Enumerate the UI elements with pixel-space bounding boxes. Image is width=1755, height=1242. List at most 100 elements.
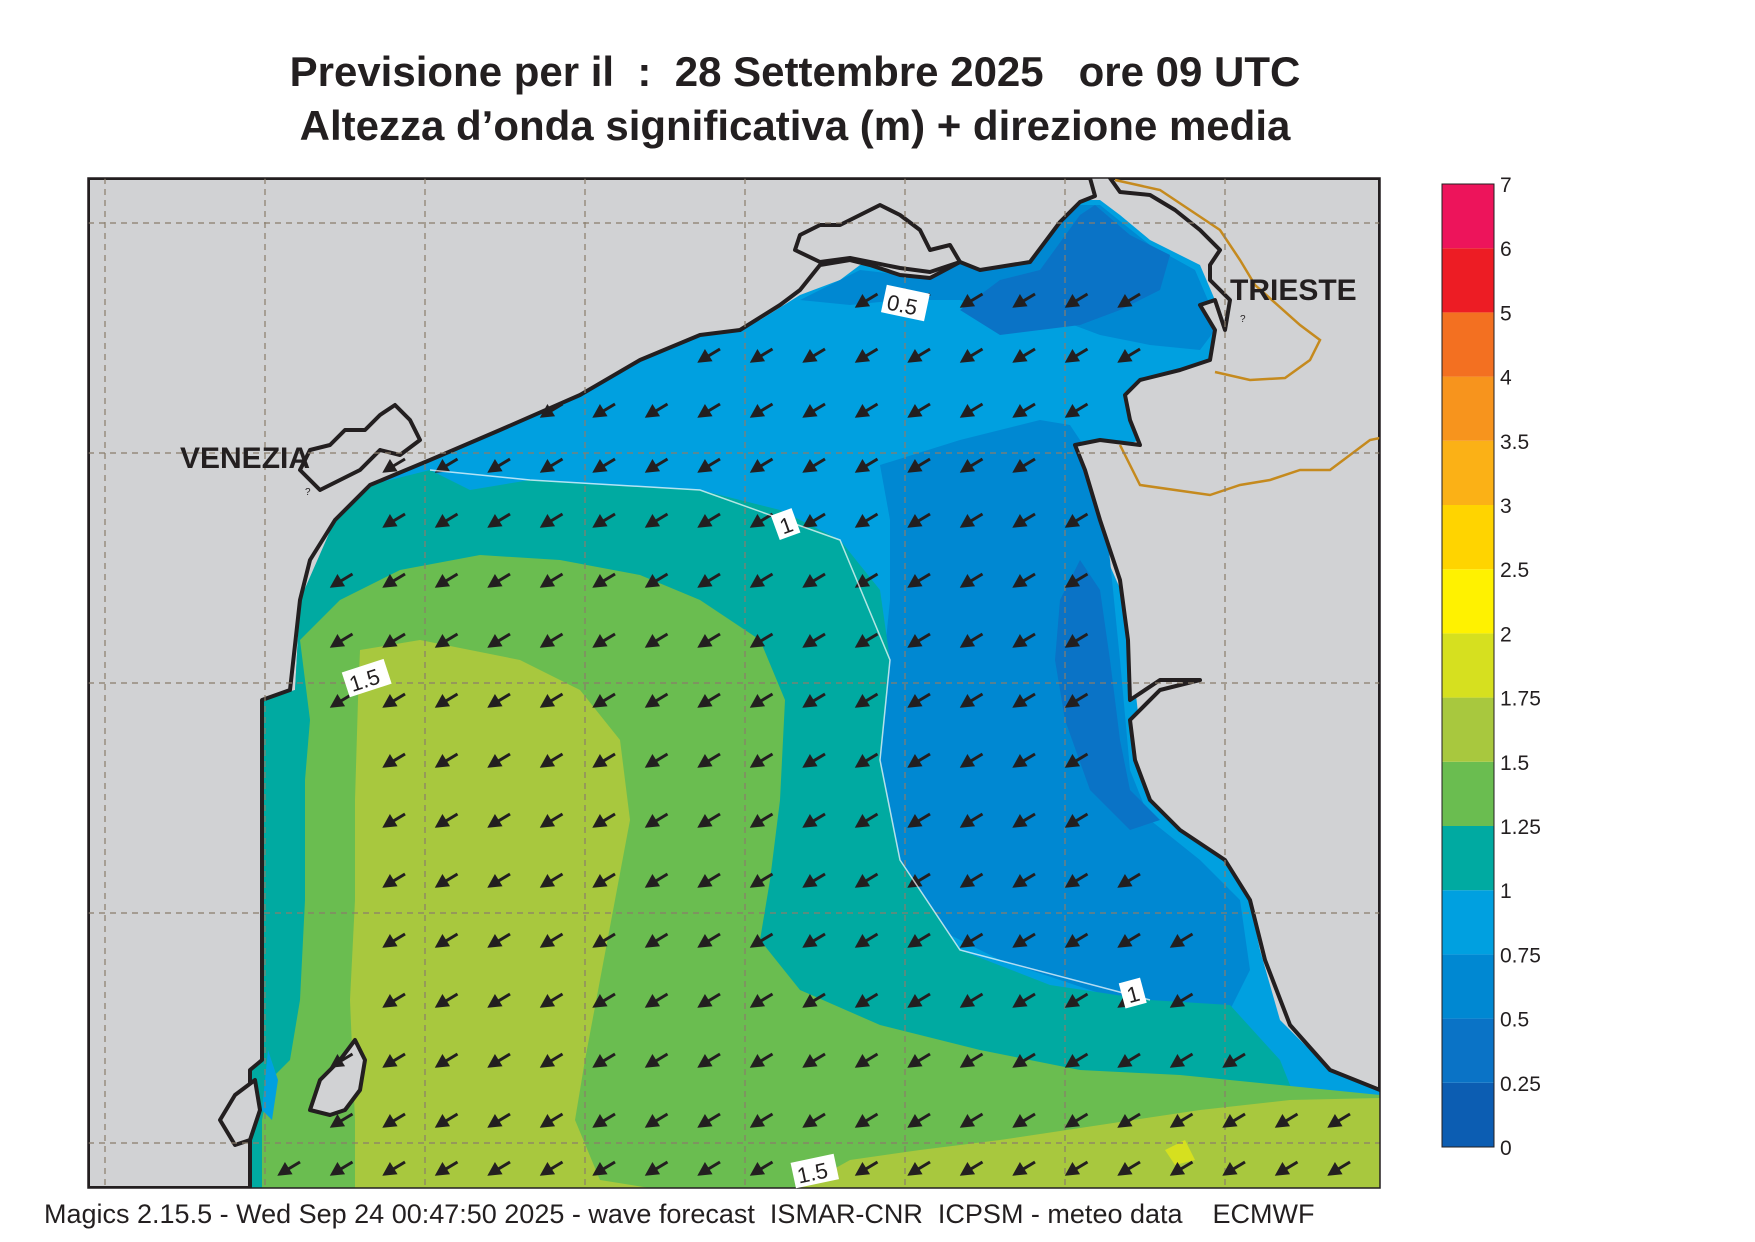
wave-direction-arrowhead (644, 754, 661, 768)
wave-direction-arrowhead (802, 634, 818, 648)
contour-label-1.5-west: 1.5 (341, 658, 392, 698)
wave-direction-arrowhead (382, 694, 398, 708)
wave-direction-arrowhead (749, 694, 766, 708)
wave-direction-arrowhead (697, 459, 713, 473)
map-frame (87, 177, 1381, 1189)
legend-swatch (1442, 569, 1494, 634)
wave-direction-arrowhead (959, 1114, 976, 1128)
wave-direction-arrowhead (382, 994, 398, 1008)
wave-direction-arrowhead (539, 404, 556, 418)
wave-direction-arrowhead (434, 814, 451, 828)
wave-direction-arrowhead (854, 634, 871, 648)
wave-direction-arrowhead (592, 459, 608, 473)
wave-direction-arrowhead (1012, 634, 1028, 648)
wave-direction-arrowhead (802, 1054, 818, 1068)
forecast-title: Previsione per il : 28 Settembre 2025 or… (289, 48, 1301, 95)
wave-direction-arrowhead (539, 814, 556, 828)
wave-direction-arrowhead (644, 514, 661, 528)
wave-direction-arrowhead (592, 754, 608, 768)
wave-direction-arrowhead (487, 934, 503, 948)
sea-zone-0.25-0.5 (1055, 560, 1160, 830)
wave-direction-arrowhead (1012, 1162, 1028, 1176)
wave-direction-arrowhead (539, 994, 556, 1008)
wave-direction-arrowhead (802, 404, 818, 418)
legend-label: 3 (1500, 495, 1512, 518)
wave-direction-arrowhead (329, 1162, 346, 1176)
wave-direction-arrowhead (1012, 814, 1028, 828)
wave-direction-arrowhead (854, 1054, 871, 1068)
wave-direction-arrowhead (434, 934, 451, 948)
wave-direction-arrowhead (802, 349, 818, 363)
legend-swatch (1442, 1018, 1494, 1083)
wave-direction-arrowhead (592, 694, 608, 708)
wave-direction-arrowhead (802, 874, 818, 888)
wave-direction-arrowhead (329, 634, 346, 648)
wave-direction-arrowhead (749, 1162, 766, 1176)
wave-direction-arrowhead (644, 694, 661, 708)
legend-swatch (1442, 184, 1494, 249)
wave-direction-arrowhead (802, 574, 818, 588)
wave-direction-arrowhead (1222, 1054, 1238, 1068)
wave-direction-arrowhead (1117, 1054, 1133, 1068)
wave-direction-arrowhead (802, 1114, 818, 1128)
legend-label: 1.75 (1500, 688, 1541, 711)
wave-direction-arrowhead (592, 1054, 608, 1068)
wave-direction-arrowhead (1169, 1114, 1186, 1128)
legend-frame (1441, 183, 1495, 1148)
wave-direction-arrowhead (644, 1054, 661, 1068)
wave-direction-arrowhead (434, 994, 451, 1008)
wave-direction-arrowhead (749, 634, 766, 648)
wave-direction-arrowhead (697, 349, 713, 363)
wave-direction-arrowhead (1327, 1162, 1343, 1176)
wave-direction-arrowhead (959, 694, 976, 708)
legend-swatch (1442, 505, 1494, 570)
wave-direction-arrowhead (959, 754, 976, 768)
wave-direction-arrowhead (959, 514, 976, 528)
wave-direction-arrowhead (644, 634, 661, 648)
wave-direction-arrowhead (907, 404, 923, 418)
wave-direction-arrowhead (854, 874, 871, 888)
legend-label: 0.75 (1500, 944, 1541, 967)
legend-label: 5 (1500, 302, 1512, 325)
city-marker-venezia: ? (305, 487, 311, 498)
wave-direction-arrowhead (749, 814, 766, 828)
city-label-trieste: TRIESTE (1230, 274, 1357, 307)
wave-direction-arrowhead (382, 1162, 398, 1176)
map-area (88, 178, 1380, 1188)
legend-swatch (1442, 376, 1494, 441)
wave-direction-arrowhead (854, 754, 871, 768)
variable-subtitle: Altezza d’onda significativa (m) + direz… (299, 102, 1291, 149)
wave-direction-arrowhead (644, 814, 661, 828)
wave-direction-arrowhead (1169, 1162, 1186, 1176)
wave-direction-arrowhead (1012, 459, 1028, 473)
wave-direction-arrowhead (382, 574, 398, 588)
wave-direction-arrowhead (854, 349, 871, 363)
lagoon-water (262, 1050, 278, 1120)
wave-direction-arrowhead (959, 459, 976, 473)
wave-direction-arrowhead (329, 1054, 346, 1068)
wave-direction-arrowhead (592, 994, 608, 1008)
legend-label: 0.25 (1500, 1073, 1541, 1096)
wave-direction-arrowhead (749, 934, 766, 948)
wave-direction-arrowhead (1064, 754, 1081, 768)
wave-direction-arrowhead (907, 754, 923, 768)
wave-direction-arrowhead (959, 404, 976, 418)
wave-direction-arrowhead (1012, 694, 1028, 708)
wave-direction-arrowhead (487, 574, 503, 588)
wave-direction-arrowhead (959, 574, 976, 588)
wave-direction-arrowhead (644, 1114, 661, 1128)
wave-direction-arrowhead (1064, 404, 1081, 418)
wave-direction-arrowhead (1012, 404, 1028, 418)
wave-direction-arrowhead (1012, 1114, 1028, 1128)
wave-direction-arrowhead (1012, 994, 1028, 1008)
wave-direction-arrowhead (487, 814, 503, 828)
wave-direction-arrowhead (539, 1054, 556, 1068)
wave-direction-arrowhead (592, 814, 608, 828)
wave-direction-arrowhead (382, 634, 398, 648)
wave-direction-arrowhead (1012, 514, 1028, 528)
wave-direction-arrowhead (382, 514, 398, 528)
wave-direction-arrowhead (959, 814, 976, 828)
wave-direction-arrowhead (697, 1114, 713, 1128)
wave-direction-arrowhead (487, 694, 503, 708)
wave-direction-arrowhead (592, 1114, 608, 1128)
